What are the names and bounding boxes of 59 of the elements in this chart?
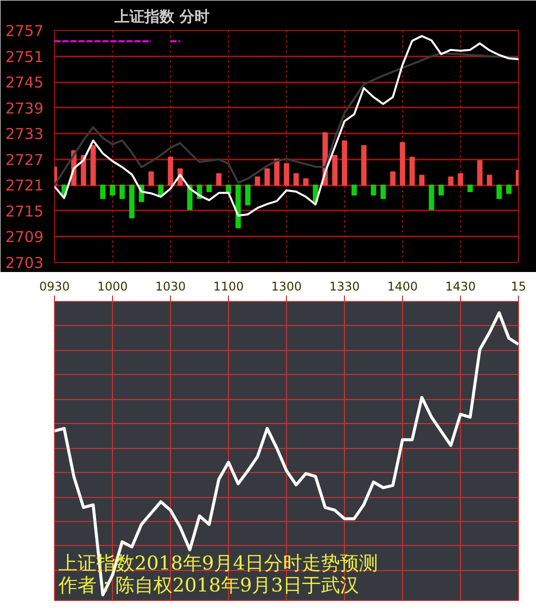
bar xyxy=(100,184,106,199)
x-tick-label: 1300 xyxy=(271,280,302,294)
bar xyxy=(361,145,367,186)
x-tick-label: 15 xyxy=(510,280,526,294)
bar xyxy=(90,145,96,186)
x-tick-label: 1430 xyxy=(445,280,476,294)
bar xyxy=(119,184,125,199)
bar xyxy=(216,173,222,186)
bar xyxy=(380,184,386,199)
x-tick-label: 1400 xyxy=(387,280,418,294)
x-tick-label: 1330 xyxy=(329,280,360,294)
y-tick-label: 2703 xyxy=(5,254,44,272)
bar xyxy=(486,174,492,186)
bar xyxy=(254,176,260,186)
x-tick-label: 1100 xyxy=(213,280,244,294)
chart-title: 上证指数 分时 xyxy=(114,8,210,26)
bar xyxy=(168,156,174,186)
x-tick-label: 1000 xyxy=(97,280,128,294)
bar xyxy=(158,184,164,196)
x-tick-label: 1030 xyxy=(155,280,186,294)
y-tick-label: 2751 xyxy=(5,48,44,66)
y-tick-label: 2745 xyxy=(5,74,44,92)
bar xyxy=(438,184,444,196)
bar xyxy=(245,184,251,206)
bar xyxy=(419,174,425,186)
y-tick-label: 2739 xyxy=(5,99,44,118)
y-tick-label: 2727 xyxy=(5,150,44,169)
bar xyxy=(293,173,299,186)
bar xyxy=(284,163,290,186)
y-tick-label: 2709 xyxy=(5,228,44,246)
bar xyxy=(129,184,135,218)
line-series xyxy=(54,52,518,186)
bar xyxy=(148,171,154,186)
bar xyxy=(332,155,338,186)
bar xyxy=(477,160,483,186)
bar xyxy=(467,184,473,192)
bar xyxy=(206,184,212,192)
bar xyxy=(370,184,376,196)
bar xyxy=(342,140,348,186)
bar xyxy=(409,156,415,186)
bar xyxy=(110,184,116,196)
y-tick-label: 2733 xyxy=(5,125,44,144)
bar xyxy=(400,142,406,186)
bar xyxy=(351,184,357,196)
bar xyxy=(264,168,270,186)
y-tick-label: 2757 xyxy=(5,22,44,40)
y-tick-label: 2715 xyxy=(5,202,44,220)
bar xyxy=(496,184,502,199)
bar xyxy=(506,184,512,194)
line-series xyxy=(54,35,518,217)
bar xyxy=(274,158,280,186)
bar xyxy=(303,178,309,186)
y-tick-label: 2721 xyxy=(5,176,44,195)
bar xyxy=(448,176,454,186)
bar xyxy=(428,184,434,210)
bar xyxy=(235,184,241,228)
bar xyxy=(458,173,464,186)
x-tick-label: 0930 xyxy=(39,280,70,294)
bar xyxy=(390,171,396,186)
